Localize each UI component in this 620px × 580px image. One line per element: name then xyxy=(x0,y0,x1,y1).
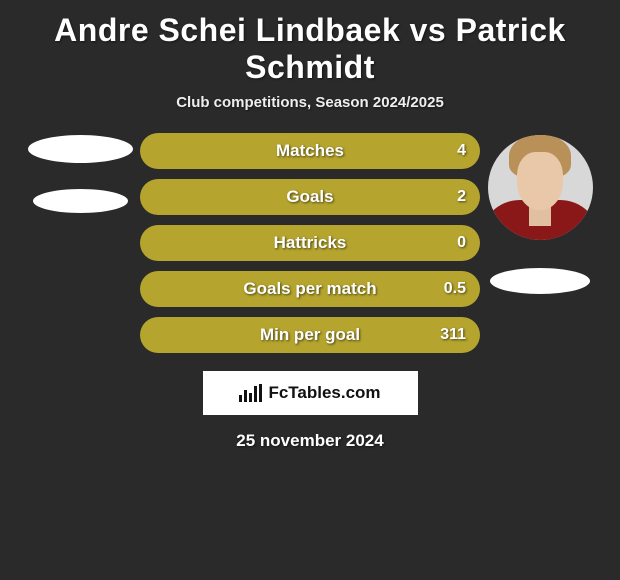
stat-bars: Matches 4 Goals 2 Hattricks 0 Goals per … xyxy=(140,133,480,353)
date-label: 25 november 2024 xyxy=(0,431,620,451)
stat-bar-hattricks: Hattricks 0 xyxy=(140,225,480,261)
season-subtitle: Club competitions, Season 2024/2025 xyxy=(0,94,620,111)
right-player-column xyxy=(480,133,600,294)
bar-chart-icon xyxy=(239,384,262,402)
comparison-card: Andre Schei Lindbaek vs Patrick Schmidt … xyxy=(0,0,620,451)
stat-value: 0 xyxy=(457,225,466,261)
stat-label: Min per goal xyxy=(140,317,480,353)
stat-bar-goals: Goals 2 xyxy=(140,179,480,215)
placeholder-ellipse-icon xyxy=(490,268,590,294)
placeholder-ellipse-icon xyxy=(28,135,133,163)
left-player-column xyxy=(20,133,140,213)
placeholder-ellipse-icon xyxy=(33,189,128,213)
stat-value: 311 xyxy=(440,317,466,353)
branding-label: FcTables.com xyxy=(268,383,380,403)
branding-box[interactable]: FcTables.com xyxy=(203,371,418,415)
stat-value: 4 xyxy=(457,133,466,169)
stat-label: Matches xyxy=(140,133,480,169)
comparison-row: Matches 4 Goals 2 Hattricks 0 Goals per … xyxy=(0,133,620,353)
stat-value: 0.5 xyxy=(444,271,466,307)
stat-label: Hattricks xyxy=(140,225,480,261)
avatar-face-icon xyxy=(517,152,563,210)
stat-label: Goals xyxy=(140,179,480,215)
player-avatar xyxy=(488,135,593,240)
page-title: Andre Schei Lindbaek vs Patrick Schmidt xyxy=(0,8,620,94)
stat-value: 2 xyxy=(457,179,466,215)
stat-bar-matches: Matches 4 xyxy=(140,133,480,169)
stat-bar-goals-per-match: Goals per match 0.5 xyxy=(140,271,480,307)
stat-bar-min-per-goal: Min per goal 311 xyxy=(140,317,480,353)
stat-label: Goals per match xyxy=(140,271,480,307)
